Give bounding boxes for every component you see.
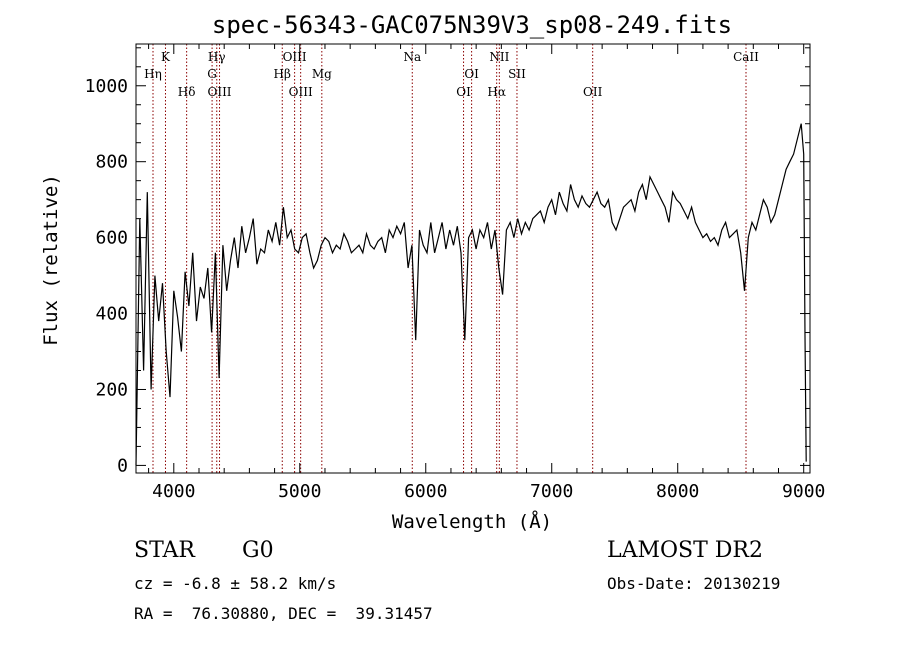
spectral-line-label: Hγ xyxy=(208,50,226,64)
spectral-line-label: NII xyxy=(489,50,509,64)
spectral-line-label: Hη xyxy=(144,67,162,81)
axes: 4000 5000 6000 7000 8000 9000 0 200 400 600 800 100… xyxy=(85,44,825,502)
x-tick-label: 8000 xyxy=(656,481,699,502)
spectral-line-label: OI xyxy=(464,67,479,81)
spectral-line-label: OII xyxy=(583,85,603,99)
y-tick-label: 200 xyxy=(95,379,128,400)
spectral-line-label: SII xyxy=(508,67,526,81)
x-axis-label: Wavelength (Å) xyxy=(392,510,552,533)
x-tick-label: 4000 xyxy=(152,481,195,502)
coordinates-text: RA = 76.30880, DEC = 39.31457 xyxy=(134,604,433,623)
spectral-line-label: OIII xyxy=(207,85,231,99)
spectral-line-label: Mg xyxy=(312,67,332,81)
spectral-line-label: Hα xyxy=(487,85,506,99)
plot-frame xyxy=(135,43,811,474)
spectral-line-label: Hδ xyxy=(178,85,196,99)
object-class: STAR xyxy=(134,538,195,563)
spectral-line-label: CaII xyxy=(733,50,759,64)
spectrum-line xyxy=(135,123,807,466)
spectral-line-label: Na xyxy=(403,50,421,64)
y-axis-label: Flux (relative) xyxy=(40,174,62,346)
spectral-line-label: K xyxy=(161,50,171,64)
survey-name: LAMOST DR2 xyxy=(607,538,763,563)
chart-title: spec-56343-GAC075N39V3_sp08-249.fits xyxy=(212,11,732,39)
plot-area xyxy=(135,123,807,466)
x-tick-label: 5000 xyxy=(278,481,321,502)
spectral-line-label: OIII xyxy=(283,50,307,64)
obs-date-text: Obs-Date: 20130219 xyxy=(607,574,781,593)
spectral-line-label: OI xyxy=(456,85,471,99)
y-tick-label: 0 xyxy=(117,455,128,476)
object-subclass: G0 xyxy=(242,538,274,563)
spectral-line-label: Hβ xyxy=(274,67,291,81)
spectral-line-label: G xyxy=(207,67,217,81)
spectral-line-label: OIII xyxy=(289,85,313,99)
x-tick-label: 6000 xyxy=(404,481,447,502)
x-tick-label: 9000 xyxy=(782,481,825,502)
x-tick-label: 7000 xyxy=(530,481,573,502)
y-tick-label: 1000 xyxy=(85,76,128,97)
y-tick-label: 600 xyxy=(95,228,128,249)
redshift-text: cz = -6.8 ± 58.2 km/s xyxy=(134,574,337,593)
y-tick-label: 800 xyxy=(95,152,128,173)
y-tick-label: 400 xyxy=(95,304,128,325)
